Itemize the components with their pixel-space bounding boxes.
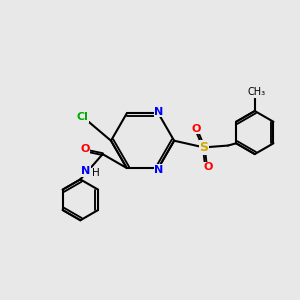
Text: O: O [203, 163, 213, 172]
Text: N: N [81, 166, 90, 176]
Text: N: N [154, 164, 164, 175]
Text: O: O [80, 144, 89, 154]
Text: S: S [200, 141, 208, 154]
Text: CH₃: CH₃ [248, 87, 266, 98]
Text: Cl: Cl [76, 112, 88, 122]
Text: H: H [92, 168, 100, 178]
Text: N: N [154, 107, 164, 117]
Text: O: O [191, 124, 200, 134]
